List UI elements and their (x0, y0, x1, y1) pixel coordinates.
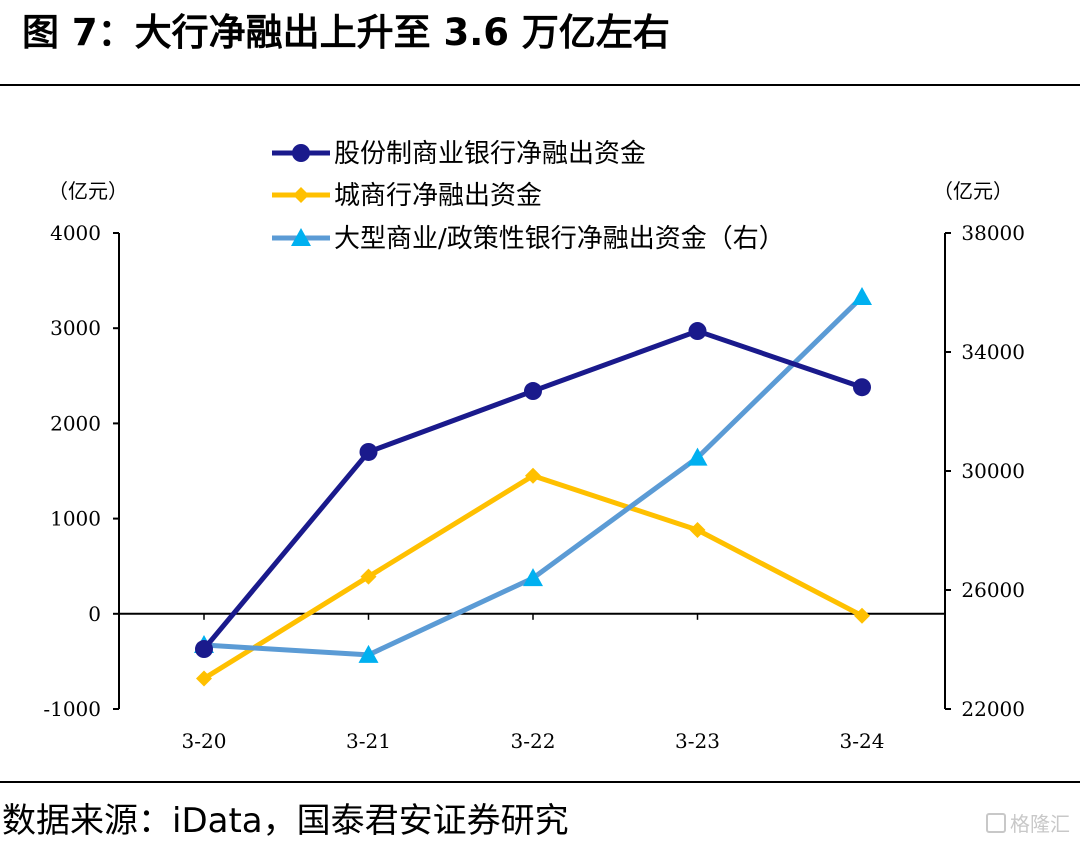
x-tick-label: 3-20 (182, 729, 227, 753)
data-point (854, 607, 870, 624)
right-tick-label: 30000 (961, 459, 1025, 483)
legend-item-2: 城商行净融出资金 (272, 181, 542, 211)
legend-marker (293, 187, 309, 203)
data-point (852, 286, 872, 305)
left-tick-label: -1000 (43, 697, 101, 721)
right-tick-label: 22000 (961, 697, 1025, 721)
data-point (358, 644, 379, 663)
x-tick-label: 3-22 (511, 729, 556, 753)
data-point (523, 568, 543, 587)
axes-layer: -1000 0 1000 2000 3000 4000 （亿元） 22000 26000 3000… (43, 179, 1025, 753)
data-point (688, 322, 707, 341)
page-title: 图 7：大行净融出上升至 3.6 万亿左右 (22, 11, 670, 54)
watermark: 格隆汇 (986, 808, 1070, 837)
right-tick-label: 34000 (961, 340, 1025, 364)
left-axis-unit: （亿元） (48, 179, 128, 203)
left-tick-label: 2000 (50, 411, 101, 435)
data-point (195, 640, 213, 659)
x-tick-label: 3-21 (346, 729, 391, 753)
data-point (359, 442, 378, 461)
watermark-logo-icon (986, 813, 1006, 833)
right-tick-label: 38000 (961, 221, 1025, 245)
legend-label: 城商行净融出资金 (334, 181, 542, 211)
data-point (360, 568, 377, 585)
data-point (689, 522, 706, 539)
chart: -1000 0 1000 2000 3000 4000 （亿元） 22000 26000 3000… (43, 139, 1025, 753)
legend-marker (291, 228, 311, 246)
legend-marker (292, 144, 310, 162)
legend-label: 大型商业/政策性银行净融出资金（右） (334, 224, 785, 254)
series-2 (196, 467, 870, 687)
watermark-text: 格隆汇 (1010, 812, 1070, 836)
left-tick-label: 1000 (50, 507, 101, 531)
bottom-rule (0, 781, 1080, 783)
legend-item-1: 股份制商业银行净融出资金 (272, 139, 646, 169)
right-tick-label: 26000 (961, 578, 1025, 602)
source-note: 数据来源：iData，国泰君安证券研究 (2, 801, 569, 841)
left-tick-label: 4000 (50, 221, 101, 245)
x-tick-label: 3-24 (840, 729, 885, 753)
left-tick-label: 3000 (50, 316, 101, 340)
left-tick-label: 0 (88, 602, 101, 626)
x-tick-label: 3-23 (675, 729, 720, 753)
series-line (201, 328, 865, 652)
series-layer (194, 286, 872, 687)
legend-label: 股份制商业银行净融出资金 (334, 139, 646, 169)
data-point (687, 447, 708, 466)
data-point (524, 382, 542, 401)
series-1 (195, 322, 871, 659)
right-axis-unit: （亿元） (933, 179, 1013, 203)
data-point (525, 467, 541, 484)
data-point (853, 378, 871, 397)
data-point (196, 670, 212, 687)
legend-item-3: 大型商业/政策性银行净融出资金（右） (272, 224, 785, 254)
top-rule (0, 84, 1080, 86)
